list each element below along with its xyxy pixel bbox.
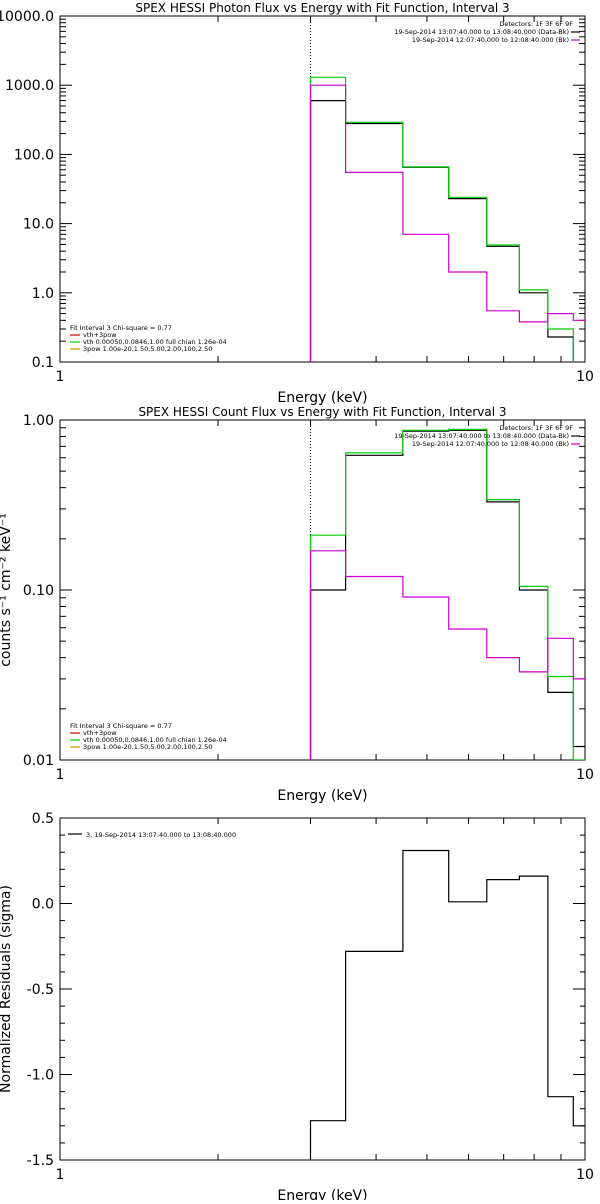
y-tick-label: 1.00 [23,413,54,429]
legend-top-right: 3, 19-Sep-2014 13:07:40.000 to 13:08:40.… [68,831,236,839]
y-tick-label: 0.01 [23,753,54,769]
x-tick-label: 1 [56,767,65,783]
plot-frame [59,15,586,363]
series-2-step-line [309,76,574,362]
legend-item: vth 0.00050,0.0846,1.00 full chian 1.26e… [83,338,227,346]
y-tick-label: 0.10 [23,583,54,599]
y-tick-label: 100.0 [14,147,54,163]
x-tick-label: 10 [576,1167,594,1183]
series-1-step-line [309,429,585,760]
legend-header: Detectors: 1F 3F 6F 9F [499,20,573,28]
y-axis-label: counts s⁻¹ cm⁻² keV⁻¹ [0,513,14,667]
legend-bottom-left: Fit Interval 3 Chi-square = 0.77vth+3pow… [70,722,227,751]
legend-header: Fit Interval 3 Chi-square = 0.77 [70,324,172,332]
legend-item: 3pow 1.00e-20,1.50,5.00,2.00,100,2.50 [83,743,212,751]
legend-header: Fit Interval 3 Chi-square = 0.77 [70,722,172,730]
legend-item: vth+3pow [83,331,117,339]
y-tick-label: 10.0 [23,217,54,233]
series-3-step-line [309,84,585,362]
series-1-step-line [309,849,585,1160]
chart-panel-1: SPEX HESSI Photon Flux vs Energy with Fi… [0,1,594,406]
x-axis-label: Energy (keV) [277,390,367,406]
plot-frame [59,817,586,1161]
legend-item: vth+3pow [83,729,117,737]
legend-item: 19-Sep-2014 12:07:40.000 to 12:08:40.000… [412,36,569,44]
chart-panel-3: 1 10 Energy (keV) -1.5 -1.0 -0.5 0.0 0.5 Normali… [0,811,594,1204]
y-tick-label: 10000.0 [0,9,54,25]
y-tick-label: 0.0 [32,897,54,913]
x-axis-label: Energy (keV) [277,788,367,804]
series-2-step-line [309,428,585,760]
y-tick-label: -1.0 [27,1068,54,1084]
legend-item: 3, 19-Sep-2014 13:07:40.000 to 13:08:40.… [86,831,236,839]
y-tick-label: -1.5 [27,1153,54,1169]
legend-item: 3pow 1.00e-20,1.50,5.00,2.00,100,2.50 [83,345,212,353]
x-axis-label: Energy (keV) [277,1188,367,1200]
x-tick-label: 10 [576,767,594,783]
x-tick-label: 1 [56,1167,65,1183]
legend-item: 19-Sep-2014 13:07:40.000 to 13:08:40.000… [394,28,569,36]
legend-item: 19-Sep-2014 12:07:40.000 to 12:08:40.000… [412,440,569,448]
series-3-step-line [309,550,585,760]
chart-title: SPEX HESSI Count Flux vs Energy with Fit… [138,405,506,419]
legend-bottom-left: Fit Interval 3 Chi-square = 0.77vth+3pow… [70,324,227,353]
y-tick-label: -0.5 [27,982,54,998]
x-tick-label: 10 [576,369,594,385]
chart-panel-2: SPEX HESSI Count Flux vs Energy with Fit… [0,405,594,804]
legend-header: Detectors: 1F 3F 6F 9F [499,424,573,432]
legend-item: 19-Sep-2014 13:07:40.000 to 13:08:40.000… [394,432,569,440]
y-axis-label: Normalized Residuals (sigma) [0,885,14,1093]
legend-item: vth 0.00050,0.0846,1.00 full chian 1.26e… [83,736,227,744]
y-tick-label: 0.1 [32,355,54,371]
chart-title: SPEX HESSI Photon Flux vs Energy with Fi… [135,1,509,15]
y-tick-label: 1000.0 [5,78,54,94]
y-tick-label: 1.0 [32,286,54,302]
x-tick-label: 1 [56,369,65,385]
y-tick-label: 0.5 [32,811,54,827]
